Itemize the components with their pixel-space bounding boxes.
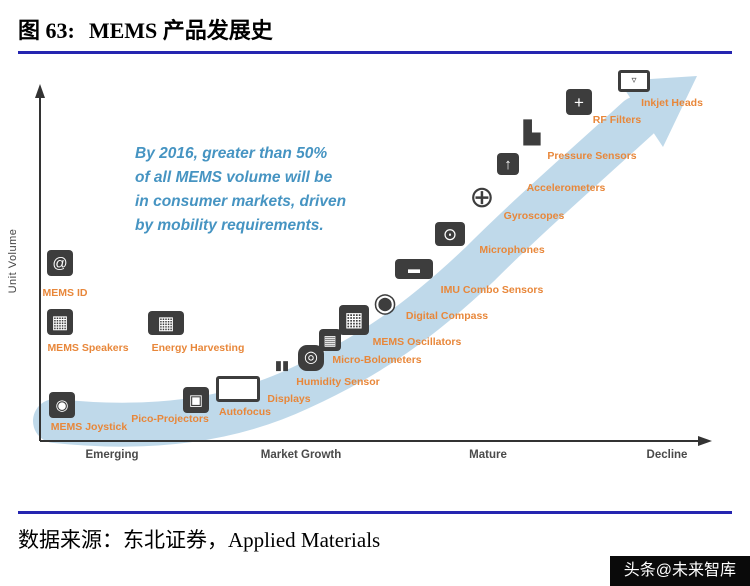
accelerometers-icon: ↑ [497, 153, 519, 175]
product-label: Pressure Sensors [547, 150, 637, 162]
pressure-sensors-icon: ▙ [523, 120, 541, 145]
plot-area: ◉ MEMS Joystick @ MEMS ID ▦ MEMS Speakers ▦ Ene… [0, 66, 750, 511]
product-label: MEMS Speakers [47, 342, 129, 354]
product-label: MEMS Oscillators [372, 336, 462, 348]
product-label: Gyroscopes [503, 210, 565, 222]
product-label: Inkjet Heads [641, 97, 703, 109]
product-label: IMU Combo Sensors [440, 284, 544, 296]
stage-label: Emerging [85, 449, 139, 461]
product-label: Digital Compass [405, 310, 489, 322]
product-label: Microphones [479, 244, 545, 256]
data-source: 数据来源：东北证券，Applied Materials [18, 528, 381, 552]
mems-joystick-icon: ◉ [49, 392, 75, 418]
product-label: Energy Harvesting [151, 342, 245, 354]
product-label: Displays [267, 393, 311, 405]
energy-harvesting-icon: ▦ [148, 311, 184, 335]
pico-projectors-icon: ▣ [183, 387, 209, 413]
microphones-icon: ⊙ [435, 222, 465, 246]
inkjet-heads-icon: ▿ [618, 70, 650, 92]
stage-label: Decline [646, 449, 688, 461]
product-label: Autofocus [219, 406, 271, 418]
stage-label: Market Growth [260, 449, 342, 461]
displays-icon: ▮▮ [274, 357, 290, 373]
mems-speakers-icon: ▦ [47, 309, 73, 335]
mems-lifecycle-chart: Unit Volume By 2016, greater than 50% of… [0, 66, 750, 511]
mems-id-icon: @ [47, 250, 73, 276]
figure-header: 图 63: MEMS 产品发展史 [0, 0, 750, 51]
watermark-badge: 头条@未来智库 [609, 556, 750, 586]
product-label: Pico-Projectors [131, 413, 209, 425]
gyroscopes-icon: ⊕ [469, 181, 495, 214]
micro-bolometers-icon: ▦ [319, 329, 341, 351]
mems-oscillators-icon: ▦ [339, 305, 369, 335]
figure-title: MEMS 产品发展史 [88, 18, 273, 43]
product-label: MEMS Joystick [50, 421, 128, 433]
product-label: MEMS ID [42, 287, 88, 299]
product-label: RF Filters [592, 114, 642, 126]
stage-label: Mature [469, 449, 507, 461]
digital-compass-icon: ◉ [373, 287, 397, 318]
header-rule [18, 51, 732, 54]
figure-number: 图 63: [18, 18, 75, 43]
autofocus-icon [216, 376, 260, 402]
product-label: Humidity Sensor [296, 376, 380, 388]
product-label: Micro-Bolometers [332, 354, 422, 366]
imu-combo-sensors-icon: ▬ [395, 259, 433, 279]
chart-annotation: By 2016, greater than 50% of all MEMS vo… [135, 145, 347, 235]
product-label: Accelerometers [526, 182, 606, 194]
footer-rule [18, 511, 732, 514]
rf-filters-icon: + [566, 89, 592, 115]
